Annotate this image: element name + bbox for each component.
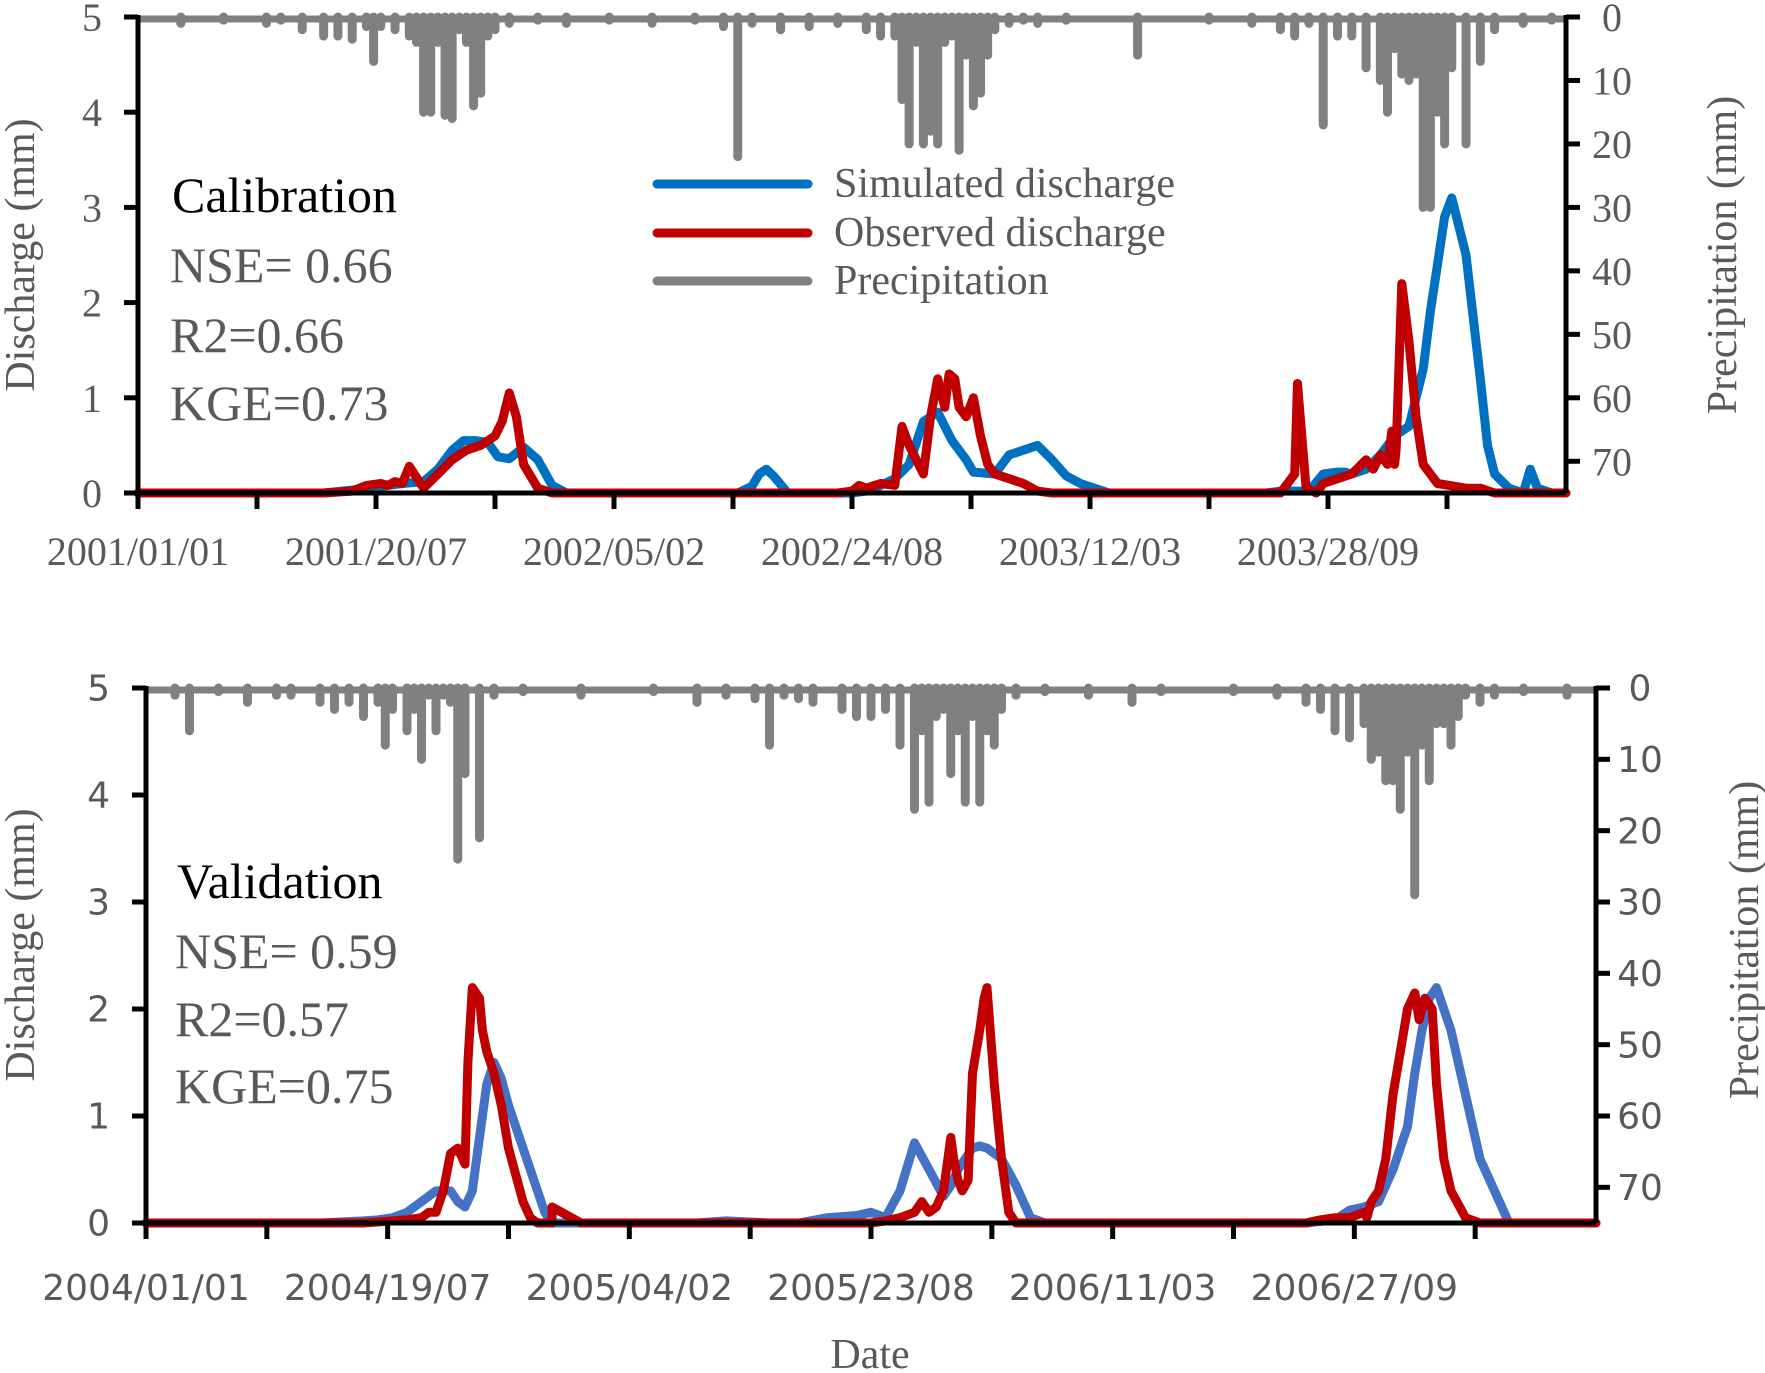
y2-tick-label: 50 <box>1617 1025 1663 1066</box>
calibration-kge: KGE=0.73 <box>170 375 388 431</box>
x-tick-label: 2004/01/01 <box>42 1268 250 1309</box>
y2-tick-label: 60 <box>1592 376 1632 421</box>
y-tick-label: 5 <box>82 0 102 40</box>
x-tick-label: 2004/19/07 <box>284 1268 492 1309</box>
observed-discharge-line <box>141 983 1601 1228</box>
y-tick-label: 5 <box>87 669 110 710</box>
simulated-discharge-line <box>133 193 1571 498</box>
validation-discharge-lines <box>141 983 1601 1228</box>
x-tick-label: 2005/04/02 <box>526 1268 734 1309</box>
x-tick-label: 2003/12/03 <box>999 529 1181 574</box>
calibration-nse: NSE= 0.66 <box>170 237 393 293</box>
validation-kge: KGE=0.75 <box>175 1058 393 1114</box>
observed-discharge-line <box>133 279 1571 498</box>
y2-tick-label: 40 <box>1617 954 1663 995</box>
calibration-precipitation-bars <box>138 12 1566 212</box>
simulated-discharge-line <box>141 983 1601 1228</box>
y2-tick-label: 20 <box>1617 811 1663 852</box>
x-tick-label: 2006/11/03 <box>1009 1268 1217 1309</box>
validation-precipitation-bars <box>146 683 1596 900</box>
x-tick-label: 2002/05/02 <box>523 529 705 574</box>
calibration-y2-axis-label: Precipitation (mm) <box>1700 96 1746 414</box>
x-axis-label-date: Date <box>830 1332 909 1373</box>
y-tick-label: 1 <box>87 1097 110 1138</box>
y-tick-label: 1 <box>82 376 102 421</box>
legend-label-precipitation: Precipitation <box>834 258 1049 304</box>
y-tick-label: 0 <box>87 1204 110 1245</box>
y2-tick-label: 0 <box>1602 0 1622 40</box>
validation-r2: R2=0.57 <box>175 991 349 1047</box>
y2-tick-label: 10 <box>1592 58 1632 103</box>
x-tick-label: 2002/24/08 <box>761 529 943 574</box>
y2-tick-label: 0 <box>1629 669 1652 710</box>
y2-tick-label: 60 <box>1617 1097 1663 1138</box>
y-tick-label: 3 <box>82 185 102 230</box>
y-tick-label: 3 <box>87 883 110 924</box>
y2-tick-label: 50 <box>1592 312 1632 357</box>
validation-y2-axis-label: Precipitation (mm) <box>1722 781 1765 1099</box>
y-tick-label: 2 <box>87 990 110 1031</box>
y2-tick-label: 40 <box>1592 249 1632 294</box>
y2-tick-label: 70 <box>1617 1168 1663 1209</box>
calibration-discharge-lines <box>133 193 1571 498</box>
y-tick-label: 0 <box>82 471 102 516</box>
calibration-y-axis-label: Discharge (mm) <box>0 118 44 391</box>
x-tick-label: 2001/01/01 <box>47 529 229 574</box>
validation-title: Validation <box>177 853 383 909</box>
calibration-r2: R2=0.66 <box>170 307 344 363</box>
y2-tick-label: 30 <box>1617 883 1663 924</box>
y2-tick-label: 20 <box>1592 122 1632 167</box>
x-tick-label: 2006/27/09 <box>1251 1268 1459 1309</box>
y-tick-label: 4 <box>82 90 102 135</box>
y-tick-label: 4 <box>87 776 110 817</box>
legend-label-observed: Observed discharge <box>834 210 1166 256</box>
legend-label-simulated: Simulated discharge <box>834 161 1175 207</box>
y2-tick-label: 70 <box>1592 439 1632 484</box>
x-tick-label: 2001/20/07 <box>285 529 467 574</box>
legend: Simulated discharge Observed discharge P… <box>652 161 1175 304</box>
y2-tick-label: 10 <box>1617 740 1663 781</box>
validation-y-axis-label: Discharge (mm) <box>0 808 44 1081</box>
validation-nse: NSE= 0.59 <box>175 923 398 979</box>
x-tick-label: 2003/28/09 <box>1237 529 1419 574</box>
y2-tick-label: 30 <box>1592 185 1632 230</box>
calibration-title: Calibration <box>172 167 397 223</box>
x-tick-label: 2005/23/08 <box>767 1268 975 1309</box>
y-tick-label: 2 <box>82 281 102 326</box>
